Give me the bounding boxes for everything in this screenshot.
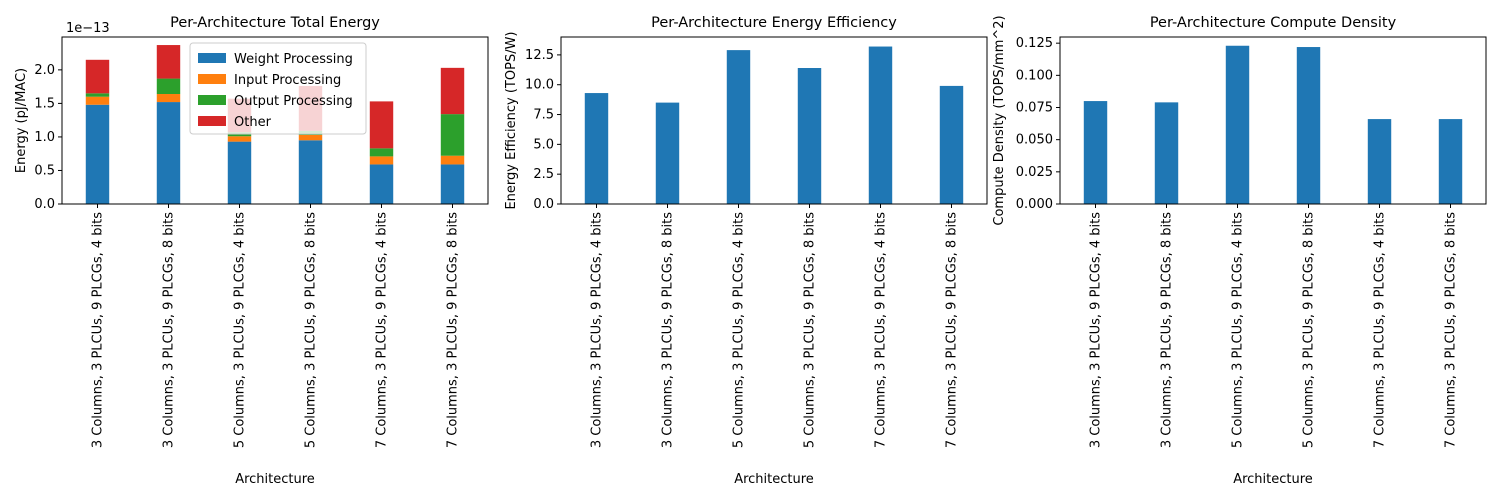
x-tick-label: 5 Columns, 3 PLCUs, 9 PLCGs, 4 bits <box>1231 212 1246 448</box>
axes-frame <box>560 36 988 205</box>
x-tick-label: 7 Columns, 3 PLCUs, 9 PLCGs, 4 bits <box>874 212 889 448</box>
bar-output-processing-2 <box>156 78 181 95</box>
x-tick-label: 7 Columns, 3 PLCUs, 9 PLCGs, 8 bits <box>1444 212 1459 448</box>
chart-title: Per-Architecture Energy Efficiency <box>651 15 897 31</box>
bar-weight-processing-2 <box>156 102 181 204</box>
bar-input-processing-3 <box>227 136 252 142</box>
bar-input-processing-6 <box>440 155 465 165</box>
y-tick-label: 0.125 <box>1016 36 1053 51</box>
chart-title: Per-Architecture Total Energy <box>170 15 380 31</box>
y-axis-label: Energy (pJ/MAC) <box>14 68 29 173</box>
y-tick-label: 5.0 <box>533 137 554 152</box>
bar-value-1 <box>1083 101 1108 204</box>
legend-swatch <box>198 53 226 63</box>
chart-panel-1: 0.0 0.5 1.0 1.5 2.0 3 Columns, 3 PLCUs, 9 PLC… <box>14 15 489 487</box>
y-axis-label: Compute Density (TOPS/mm^2) <box>992 15 1007 225</box>
y-tick-label: 0.075 <box>1016 101 1053 116</box>
bar-value-3 <box>726 50 751 205</box>
bar-value-1 <box>584 93 609 204</box>
y-tick-label: 2.0 <box>34 63 55 78</box>
axes-frame <box>61 36 489 205</box>
bar-other-6 <box>440 67 465 115</box>
bar-weight-processing-3 <box>227 141 252 204</box>
chart-panel-2: 0.0 2.5 5.0 7.5 10.0 12.5 3 Columns, 3 PLCUs, … <box>504 15 988 487</box>
bar-input-processing-2 <box>156 94 181 103</box>
y-tick-label: 2.5 <box>533 167 554 182</box>
x-tick-label: 7 Columns, 3 PLCUs, 9 PLCGs, 4 bits <box>375 212 390 448</box>
bar-value-6 <box>939 85 964 204</box>
legend-swatch <box>198 95 226 105</box>
x-tick-label: 5 Columns, 3 PLCUs, 9 PLCGs, 8 bits <box>304 212 319 448</box>
axes-frame <box>1059 36 1487 205</box>
bar-value-5 <box>868 46 893 204</box>
y-tick-label: 0.5 <box>34 163 55 178</box>
legend-label: Input Processing <box>234 73 341 88</box>
x-axis-label: Architecture <box>1233 472 1313 487</box>
bar-output-processing-6 <box>440 114 465 156</box>
bar-other-2 <box>156 45 181 79</box>
bar-input-processing-5 <box>369 156 394 165</box>
legend-box <box>189 42 367 135</box>
y-tick-label: 12.5 <box>525 48 554 63</box>
y-tick-label: 7.5 <box>533 108 554 123</box>
y-axis-label: Energy Efficiency (TOPS/W) <box>504 31 519 209</box>
chart-title: Per-Architecture Compute Density <box>1150 15 1397 31</box>
y-tick-label: 0.050 <box>1016 133 1053 148</box>
bar-output-processing-1 <box>85 93 110 97</box>
bar-value-5 <box>1367 119 1392 204</box>
x-tick-label: 3 Columns, 3 PLCUs, 9 PLCGs, 8 bits <box>1160 212 1175 448</box>
y-tick-label: 0.000 <box>1016 197 1053 212</box>
legend-label: Weight Processing <box>234 52 353 67</box>
x-tick-label: 5 Columns, 3 PLCUs, 9 PLCGs, 8 bits <box>803 212 818 448</box>
x-axis-label: Architecture <box>734 472 814 487</box>
y-tick-label: 1.0 <box>34 130 55 145</box>
y-tick-label: 1.5 <box>34 96 55 111</box>
chart-panel-3: 0.000 0.025 0.050 0.075 0.100 0.125 3 Columns,… <box>992 15 1487 487</box>
x-tick-label: 5 Columns, 3 PLCUs, 9 PLCGs, 4 bits <box>233 212 248 448</box>
bar-weight-processing-4 <box>298 140 323 204</box>
x-tick-label: 5 Columns, 3 PLCUs, 9 PLCGs, 4 bits <box>732 212 747 448</box>
x-tick-label: 5 Columns, 3 PLCUs, 9 PLCGs, 8 bits <box>1302 212 1317 448</box>
y-offset-text: 1e−13 <box>66 21 110 36</box>
legend: Weight Processing Input Processing Output … <box>189 42 367 135</box>
bar-other-1 <box>85 59 110 94</box>
x-tick-label: 3 Columns, 3 PLCUs, 9 PLCGs, 8 bits <box>661 212 676 448</box>
bar-weight-processing-1 <box>85 104 110 204</box>
bar-output-processing-5 <box>369 148 394 157</box>
bar-weight-processing-6 <box>440 164 465 204</box>
x-tick-label: 7 Columns, 3 PLCUs, 9 PLCGs, 4 bits <box>1373 212 1388 448</box>
bar-weight-processing-5 <box>369 164 394 204</box>
bar-value-2 <box>655 102 680 204</box>
legend-label: Output Processing <box>234 94 353 109</box>
legend-label: Other <box>234 115 272 130</box>
bar-input-processing-1 <box>85 96 110 105</box>
bar-value-6 <box>1438 119 1463 204</box>
y-tick-label: 0.100 <box>1016 68 1053 83</box>
y-tick-label: 0.0 <box>34 197 55 212</box>
x-tick-label: 3 Columns, 3 PLCUs, 9 PLCGs, 8 bits <box>162 212 177 448</box>
y-tick-label: 10.0 <box>525 78 554 93</box>
x-tick-label: 3 Columns, 3 PLCUs, 9 PLCGs, 4 bits <box>590 212 605 448</box>
y-tick-label: 0.0 <box>533 197 554 212</box>
bar-value-2 <box>1154 102 1179 204</box>
x-tick-label: 7 Columns, 3 PLCUs, 9 PLCGs, 8 bits <box>446 212 461 448</box>
x-tick-label: 7 Columns, 3 PLCUs, 9 PLCGs, 8 bits <box>945 212 960 448</box>
bar-input-processing-4 <box>298 134 323 141</box>
bar-value-3 <box>1225 45 1250 204</box>
bar-value-4 <box>1296 47 1321 204</box>
x-axis-label: Architecture <box>235 472 315 487</box>
legend-swatch <box>198 74 226 84</box>
legend-swatch <box>198 116 226 126</box>
bar-value-4 <box>797 68 822 204</box>
x-tick-label: 3 Columns, 3 PLCUs, 9 PLCGs, 4 bits <box>1089 212 1104 448</box>
y-tick-label: 0.025 <box>1016 165 1053 180</box>
bar-other-5 <box>369 101 394 149</box>
x-tick-label: 3 Columns, 3 PLCUs, 9 PLCGs, 4 bits <box>91 212 106 448</box>
